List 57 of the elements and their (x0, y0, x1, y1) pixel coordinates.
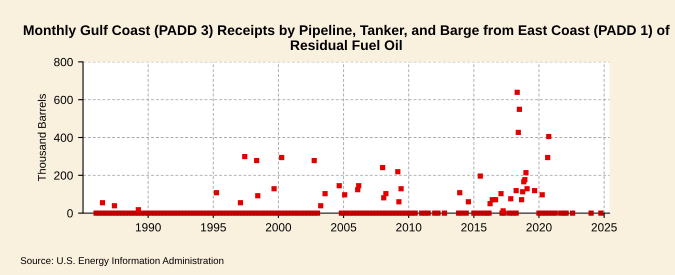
point (457, 190, 462, 196)
point (279, 154, 284, 160)
x-tick-label: 2025 (592, 223, 617, 232)
point (398, 186, 404, 192)
y-tick-label: 800 (54, 58, 73, 66)
x-tick-label: 2000 (266, 223, 292, 232)
point (380, 164, 386, 170)
y-tick-label: 0 (67, 209, 73, 218)
point (545, 154, 550, 160)
point (523, 170, 529, 176)
point (478, 173, 483, 179)
point (381, 195, 386, 200)
point (214, 190, 220, 196)
x-tick-label: 2005 (331, 223, 356, 232)
point (514, 90, 520, 95)
point (112, 203, 118, 208)
point (466, 199, 471, 204)
x-tick-label: 2015 (461, 223, 486, 232)
y-tick-label: 600 (54, 96, 73, 104)
point (546, 134, 552, 140)
point (322, 191, 328, 196)
point (516, 130, 521, 135)
point (100, 200, 106, 206)
point (242, 154, 248, 160)
point (356, 183, 362, 188)
point (520, 189, 526, 194)
x-tick-label: 1990 (136, 223, 161, 232)
point (395, 169, 400, 174)
point (342, 192, 348, 198)
point (514, 188, 519, 194)
point (519, 197, 524, 202)
point (498, 191, 504, 196)
point (255, 193, 260, 198)
point (254, 158, 260, 164)
y-tick-label: 200 (54, 171, 73, 180)
point (532, 188, 538, 194)
point (271, 186, 277, 192)
point (396, 199, 402, 204)
point (318, 203, 324, 208)
chart-title: Monthly Gulf Coast (PADD 3) Receipts by Pipeline, Tanker, and Barge from East Coast (PADD 1) of Residual Fuel Oil (24, 24, 670, 50)
source-note: Source: U.S. Energy Information Administration (20, 256, 224, 266)
point (336, 183, 342, 188)
y-tick-label: 400 (54, 134, 73, 142)
point (540, 192, 545, 198)
point (516, 106, 522, 112)
point (524, 186, 530, 192)
point (508, 196, 514, 202)
point (383, 191, 388, 196)
x-tick-label: 1995 (201, 223, 226, 232)
point (312, 158, 317, 164)
x-tick-label: 2010 (396, 223, 422, 232)
point (238, 200, 244, 206)
point (492, 197, 498, 202)
x-tick-label: 2020 (526, 223, 552, 232)
point (136, 207, 141, 212)
point (500, 208, 506, 214)
y-axis-title: Thousand Barrels (38, 94, 46, 182)
